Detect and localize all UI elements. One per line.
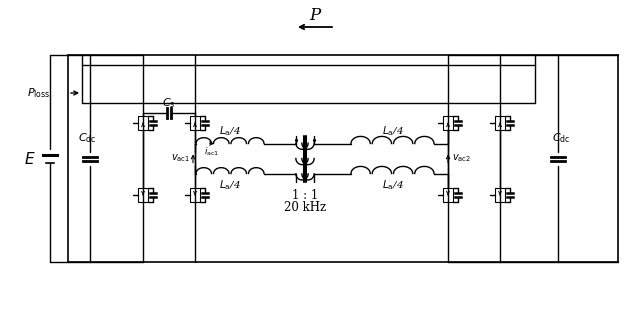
Text: $i_{\mathrm{ac1}}$: $i_{\mathrm{ac1}}$: [204, 145, 220, 158]
Text: $v_{\mathrm{ac2}}$: $v_{\mathrm{ac2}}$: [452, 153, 471, 164]
Text: $E$: $E$: [24, 150, 36, 166]
Bar: [495, 188, 505, 202]
Text: P: P: [309, 7, 321, 24]
Text: 20 kHz: 20 kHz: [284, 201, 326, 214]
Bar: [190, 116, 200, 130]
Text: $L_{\mathrm{a}}$/4: $L_{\mathrm{a}}$/4: [219, 179, 241, 193]
Text: $C_{\mathrm{dc}}$: $C_{\mathrm{dc}}$: [78, 132, 96, 145]
Text: $L_{\mathrm{a}}$/4: $L_{\mathrm{a}}$/4: [219, 125, 241, 138]
Text: $C_{\mathrm{dc}}$: $C_{\mathrm{dc}}$: [552, 132, 570, 145]
Text: $P_{\mathrm{loss}}$: $P_{\mathrm{loss}}$: [27, 86, 50, 100]
Bar: [190, 188, 200, 202]
Bar: [443, 116, 453, 130]
Bar: [495, 116, 505, 130]
Bar: [138, 188, 148, 202]
Bar: [443, 188, 453, 202]
Text: $C_{\mathrm{s}}$: $C_{\mathrm{s}}$: [163, 96, 176, 110]
Text: 1 : 1: 1 : 1: [292, 189, 318, 202]
Bar: [138, 116, 148, 130]
Text: $L_{\mathrm{a}}$/4: $L_{\mathrm{a}}$/4: [381, 179, 403, 193]
Text: $L_{\mathrm{a}}$/4: $L_{\mathrm{a}}$/4: [381, 125, 403, 138]
Text: $v_{\mathrm{ac1}}$: $v_{\mathrm{ac1}}$: [171, 153, 190, 164]
